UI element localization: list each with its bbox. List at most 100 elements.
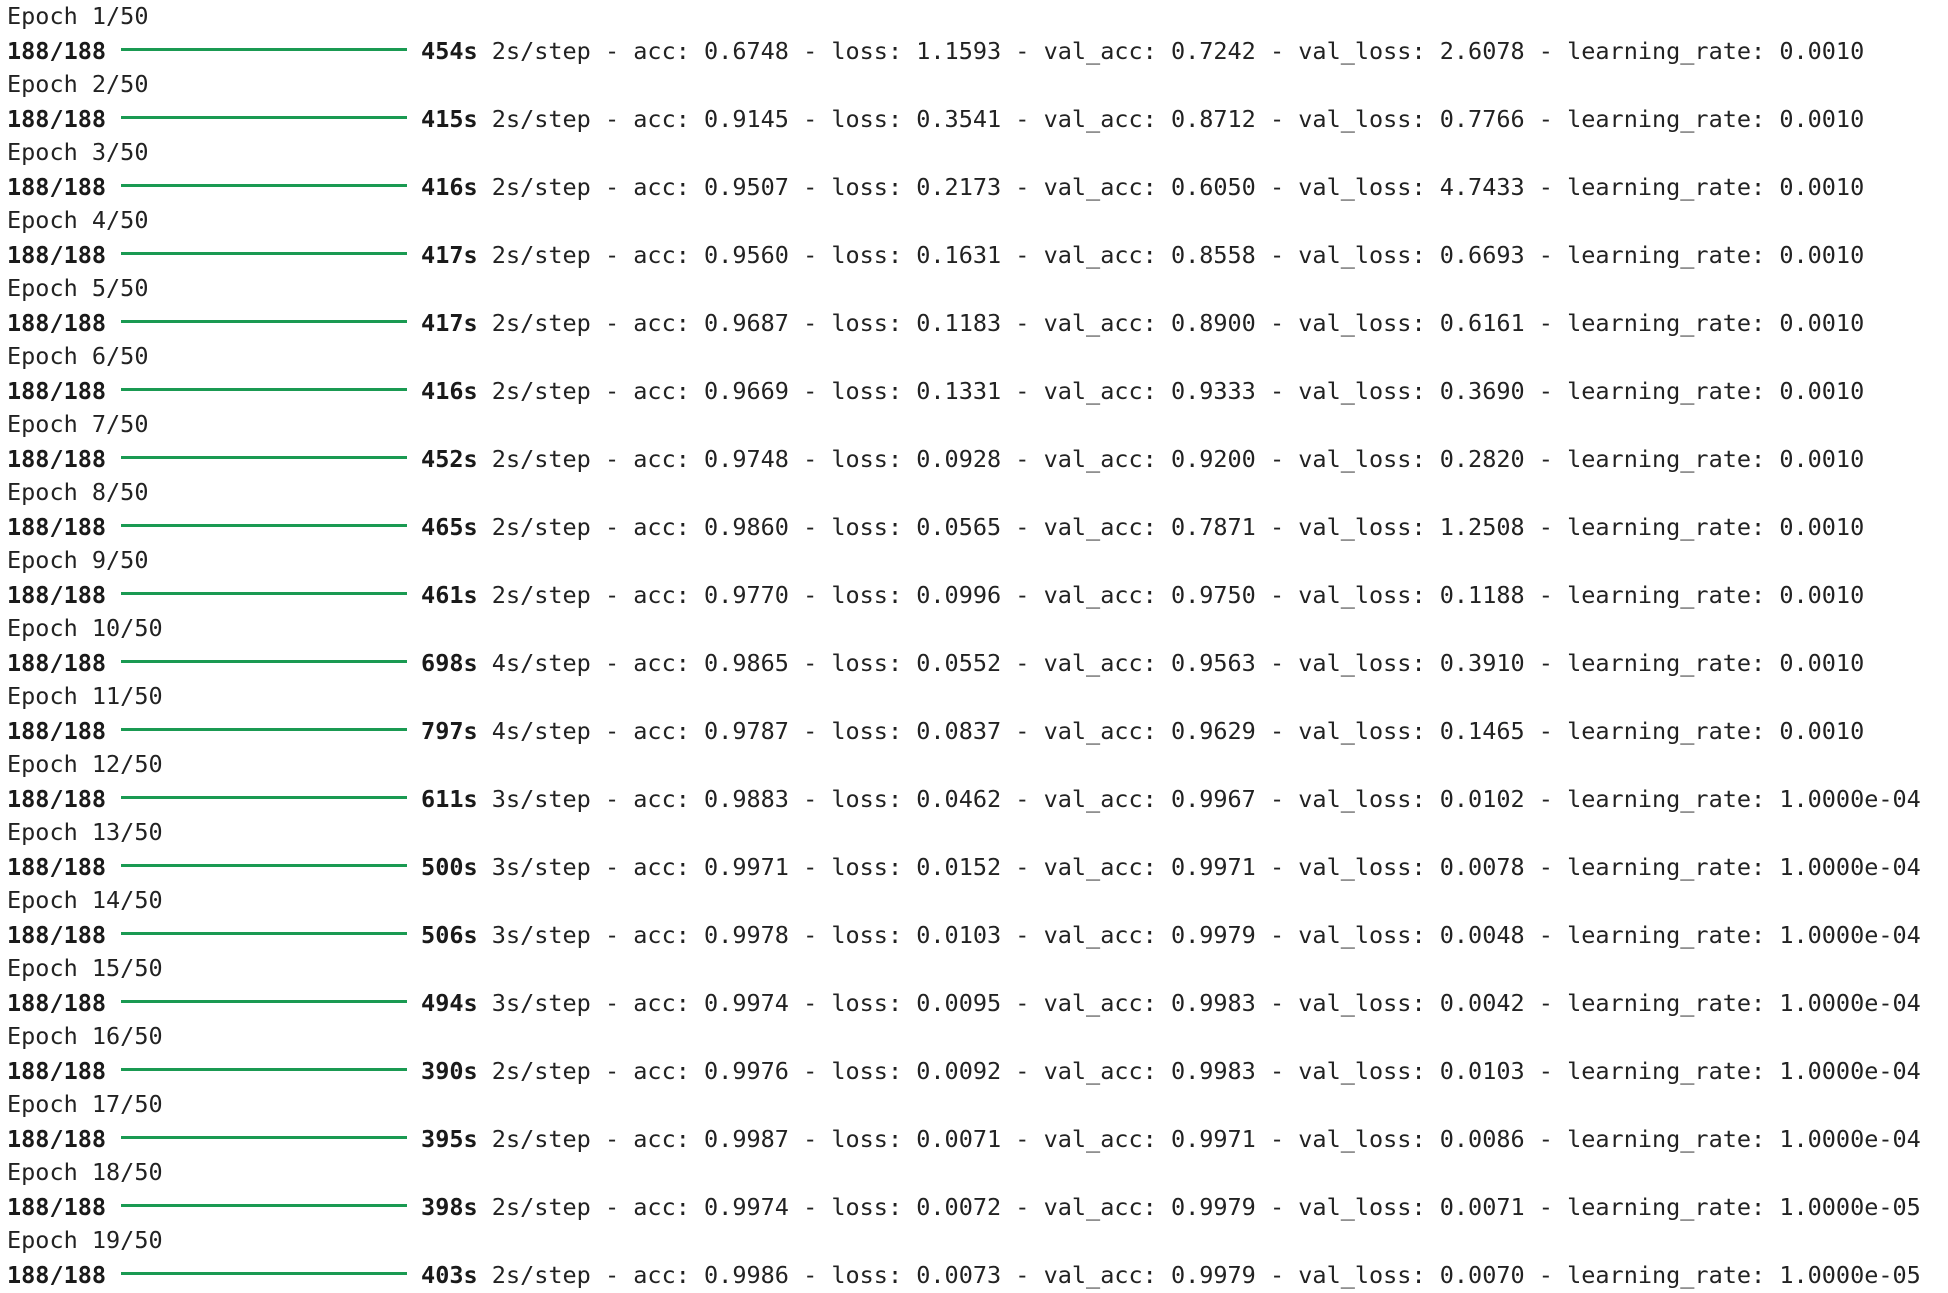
loss-label: - loss: xyxy=(788,444,917,473)
val-acc-value: 0.9983 xyxy=(1170,988,1256,1017)
time-per-step: 2s/step xyxy=(491,1192,591,1221)
epoch-header: Epoch 7/50 xyxy=(7,409,149,438)
step-count: 188/188 xyxy=(7,376,107,405)
val-loss-value: 0.0070 xyxy=(1439,1260,1525,1289)
epoch-progress-line: 188/188 452s 2s/step - acc: 0.9748 - loss… xyxy=(7,442,1948,476)
loss-value: 0.0152 xyxy=(916,852,1002,881)
acc-value: 0.9865 xyxy=(704,648,789,677)
learning-rate-value: 0.0010 xyxy=(1779,512,1865,541)
val-loss-value: 0.2820 xyxy=(1439,444,1525,473)
val-acc-label: - val_acc: xyxy=(1001,1260,1171,1289)
val-acc-value: 0.8900 xyxy=(1170,308,1256,337)
step-count: 188/188 xyxy=(7,104,107,133)
loss-value: 1.1593 xyxy=(916,36,1002,65)
epoch-header: Epoch 9/50 xyxy=(7,545,149,574)
elapsed-time: 506s xyxy=(421,920,478,949)
loss-label: - loss: xyxy=(788,172,917,201)
progress-bar xyxy=(121,592,408,596)
learning-rate-value: 1.0000e-04 xyxy=(1779,920,1921,949)
elapsed-time: 611s xyxy=(421,784,478,813)
loss-label: - loss: xyxy=(788,1260,917,1289)
separator xyxy=(478,1190,492,1224)
epoch-progress-line: 188/188 395s 2s/step - acc: 0.9987 - loss… xyxy=(7,1122,1948,1156)
val-acc-value: 0.7242 xyxy=(1170,36,1256,65)
learning-rate-value: 0.0010 xyxy=(1779,376,1865,405)
val-loss-value: 0.6693 xyxy=(1439,240,1525,269)
elapsed-time: 698s xyxy=(421,648,478,677)
learning-rate-label: - learning_rate: xyxy=(1524,716,1780,745)
val-loss-value: 2.6078 xyxy=(1439,36,1525,65)
progress-bar xyxy=(121,1272,408,1276)
separator xyxy=(478,34,492,68)
loss-value: 0.0072 xyxy=(916,1192,1002,1221)
loss-label: - loss: xyxy=(788,104,917,133)
acc-label: - acc: xyxy=(590,580,705,609)
val-loss-value: 0.6161 xyxy=(1439,308,1525,337)
val-loss-value: 0.0071 xyxy=(1439,1192,1525,1221)
val-acc-value: 0.9333 xyxy=(1170,376,1256,405)
elapsed-time: 494s xyxy=(421,988,478,1017)
acc-label: - acc: xyxy=(590,852,705,881)
learning-rate-value: 0.0010 xyxy=(1779,240,1865,269)
learning-rate-value: 0.0010 xyxy=(1779,172,1865,201)
val-loss-label: - val_loss: xyxy=(1255,648,1440,677)
progress-bar xyxy=(121,320,408,324)
epoch-progress-line: 188/188 500s 3s/step - acc: 0.9971 - loss… xyxy=(7,850,1948,884)
val-acc-value: 0.9979 xyxy=(1170,1192,1256,1221)
epoch-progress-line: 188/188 465s 2s/step - acc: 0.9860 - loss… xyxy=(7,510,1948,544)
val-loss-label: - val_loss: xyxy=(1255,1260,1440,1289)
val-acc-label: - val_acc: xyxy=(1001,172,1171,201)
learning-rate-label: - learning_rate: xyxy=(1524,1056,1780,1085)
elapsed-time: 398s xyxy=(421,1192,478,1221)
val-loss-label: - val_loss: xyxy=(1255,852,1440,881)
progress-bar xyxy=(121,796,408,800)
separator xyxy=(478,102,492,136)
val-loss-value: 0.0102 xyxy=(1439,784,1525,813)
time-per-step: 2s/step xyxy=(491,1260,591,1289)
acc-label: - acc: xyxy=(590,1056,705,1085)
separator xyxy=(478,1258,492,1292)
val-acc-label: - val_acc: xyxy=(1001,1192,1171,1221)
time-per-step: 2s/step xyxy=(491,1124,591,1153)
epoch-progress-line: 188/188 611s 3s/step - acc: 0.9883 - loss… xyxy=(7,782,1948,816)
loss-value: 0.0095 xyxy=(916,988,1002,1017)
elapsed-time: 390s xyxy=(421,1056,478,1085)
epoch-progress-line: 188/188 417s 2s/step - acc: 0.9560 - loss… xyxy=(7,238,1948,272)
separator xyxy=(478,170,492,204)
epoch-header: Epoch 6/50 xyxy=(7,341,149,370)
val-loss-label: - val_loss: xyxy=(1255,580,1440,609)
epoch-header: Epoch 16/50 xyxy=(7,1021,163,1050)
loss-label: - loss: xyxy=(788,376,917,405)
elapsed-time: 461s xyxy=(421,580,478,609)
acc-value: 0.9770 xyxy=(704,580,789,609)
val-acc-label: - val_acc: xyxy=(1001,716,1171,745)
acc-label: - acc: xyxy=(590,444,705,473)
learning-rate-value: 0.0010 xyxy=(1779,648,1865,677)
acc-value: 0.9145 xyxy=(704,104,789,133)
learning-rate-label: - learning_rate: xyxy=(1524,104,1780,133)
learning-rate-label: - learning_rate: xyxy=(1524,376,1780,405)
learning-rate-value: 0.0010 xyxy=(1779,104,1865,133)
learning-rate-label: - learning_rate: xyxy=(1524,240,1780,269)
time-per-step: 2s/step xyxy=(491,1056,591,1085)
learning-rate-label: - learning_rate: xyxy=(1524,1260,1780,1289)
loss-value: 0.0565 xyxy=(916,512,1002,541)
loss-label: - loss: xyxy=(788,784,917,813)
elapsed-time: 417s xyxy=(421,308,478,337)
progress-bar xyxy=(121,1204,408,1208)
epoch-header: Epoch 19/50 xyxy=(7,1225,163,1254)
elapsed-time: 416s xyxy=(421,172,478,201)
progress-bar xyxy=(121,1068,408,1072)
step-count: 188/188 xyxy=(7,512,107,541)
epoch-header: Epoch 5/50 xyxy=(7,273,149,302)
acc-value: 0.9687 xyxy=(704,308,789,337)
step-count: 188/188 xyxy=(7,648,107,677)
learning-rate-value: 1.0000e-04 xyxy=(1779,784,1921,813)
acc-value: 0.9883 xyxy=(704,784,789,813)
val-loss-label: - val_loss: xyxy=(1255,920,1440,949)
time-per-step: 3s/step xyxy=(491,920,591,949)
val-acc-value: 0.9979 xyxy=(1170,1260,1256,1289)
step-count: 188/188 xyxy=(7,308,107,337)
val-loss-value: 4.7433 xyxy=(1439,172,1525,201)
epoch-header: Epoch 14/50 xyxy=(7,885,163,914)
